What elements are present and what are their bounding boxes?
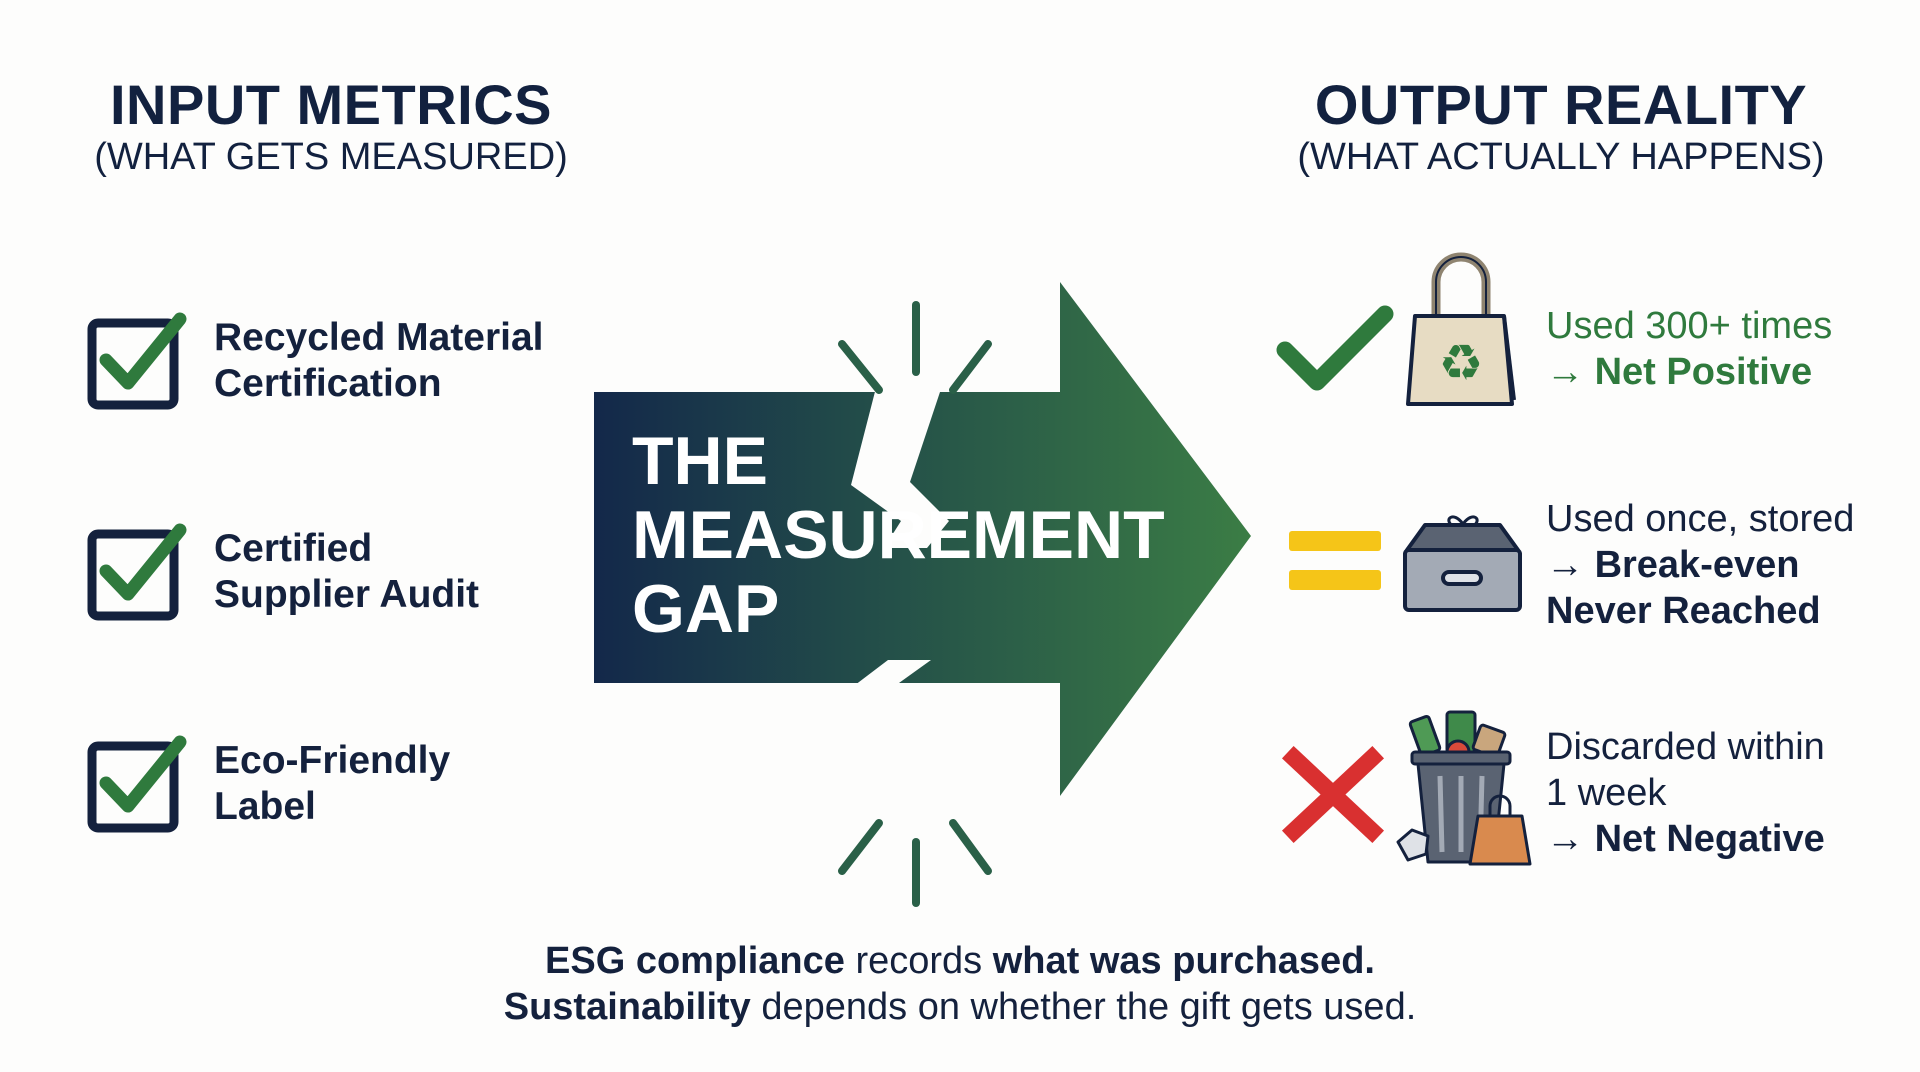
checkbox-checked-icon: [87, 735, 187, 833]
left-subtitle: (WHAT GETS MEASURED): [94, 136, 568, 178]
item-label: Certification: [214, 362, 442, 405]
output-item-positive: Used 300+ times → Net Positive: [1546, 303, 1832, 395]
arrow-icon: →: [1546, 544, 1584, 586]
input-metric-item: Certified Supplier Audit: [214, 526, 479, 618]
checkbox-checked-icon: [87, 523, 187, 621]
right-subtitle: (WHAT ACTUALLY HAPPENS): [1297, 136, 1825, 178]
gap-title-line: MEASUREMENT: [632, 497, 1165, 573]
equals-icon: [1289, 531, 1381, 590]
check-icon: [1276, 305, 1394, 391]
svg-text:♻: ♻: [1439, 335, 1484, 391]
item-label: Supplier Audit: [214, 573, 480, 616]
output-result: Net Negative: [1594, 818, 1825, 860]
footer-text: records: [844, 940, 993, 982]
burst-lines: [838, 301, 992, 907]
right-title: OUTPUT REALITY: [1314, 73, 1808, 136]
storage-box-with-gift-icon: [1403, 515, 1522, 612]
footer-bold: ESG compliance: [545, 940, 845, 982]
reusable-tote-bag-icon: ♻: [1406, 252, 1516, 406]
output-item-breakeven: Used once, stored → Break-even Never Rea…: [1546, 496, 1854, 634]
crack-top: [851, 380, 949, 548]
item-label: Certified: [214, 527, 373, 570]
arrow-icon: →: [1546, 351, 1584, 393]
left-title: INPUT METRICS: [109, 73, 553, 136]
output-description: Used once, stored: [1546, 498, 1855, 540]
output-result: Break-even: [1594, 544, 1800, 586]
output-result: Never Reached: [1546, 590, 1821, 632]
crack-bottom: [834, 660, 949, 800]
gap-title: THE MEASUREMENT GAP: [632, 424, 1165, 646]
item-label: Recycled Material: [214, 316, 544, 359]
output-item-negative: Discarded within 1 week → Net Negative: [1546, 724, 1825, 862]
checkbox-checked-icon: [87, 312, 187, 410]
measurement-gap-arrow: [594, 282, 1251, 907]
output-result: Net Positive: [1594, 351, 1813, 393]
item-label: Label: [214, 785, 316, 828]
input-metric-item: Eco-Friendly Label: [214, 738, 450, 830]
output-description: 1 week: [1546, 772, 1667, 814]
footer-caption: ESG compliance records what was purchase…: [260, 938, 1660, 1030]
gap-title-line: GAP: [632, 571, 780, 647]
output-description: Used 300+ times: [1546, 305, 1833, 347]
input-metric-item: Recycled Material Certification: [214, 315, 544, 407]
item-label: Eco-Friendly: [214, 739, 451, 782]
x-icon: [1281, 745, 1385, 844]
gap-title-line: THE: [632, 423, 768, 499]
arrow-icon: →: [1546, 818, 1584, 860]
trash-can-icon: [1396, 710, 1532, 866]
footer-text: depends on whether the gift gets used.: [750, 986, 1417, 1028]
footer-bold: Sustainability: [503, 986, 751, 1028]
output-description: Discarded within: [1546, 726, 1825, 768]
footer-bold: what was purchased.: [992, 940, 1375, 982]
